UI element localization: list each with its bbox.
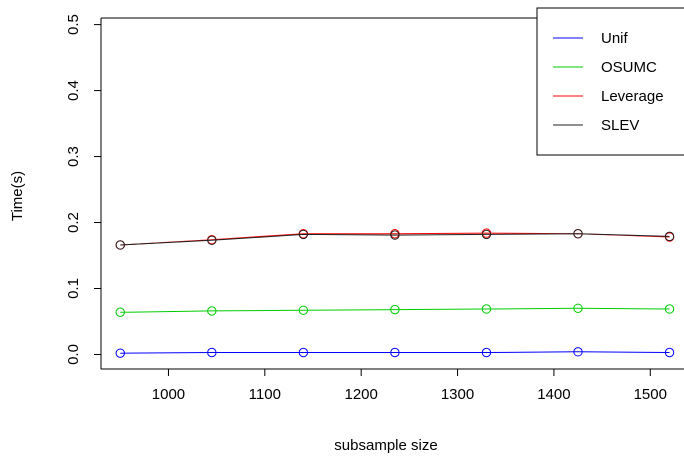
data-point-slev — [573, 229, 583, 239]
x-tick-label: 1200 — [344, 386, 377, 403]
y-tick-label: 0.5 — [65, 14, 82, 35]
data-point-osumc — [115, 307, 125, 317]
data-point-unif — [390, 347, 400, 358]
series-line-unif — [120, 351, 670, 354]
data-point-slev — [115, 240, 125, 250]
data-point-unif — [207, 347, 217, 358]
y-tick-label: 0.1 — [65, 278, 82, 299]
data-point-osumc — [390, 304, 400, 315]
legend-box — [536, 7, 684, 156]
data-point-osumc — [298, 305, 309, 315]
y-axis-title: Time(s) — [9, 171, 26, 221]
data-point-unif — [115, 348, 125, 358]
legend-label-osumc: OSUMC — [601, 59, 657, 76]
legend-label-unif: Unif — [601, 30, 629, 47]
legend: Unif OSUMC Leverage SLEV — [536, 7, 684, 156]
y-tick-label: 0.3 — [65, 146, 82, 167]
x-tick-label: 1500 — [634, 386, 667, 403]
data-point-unif — [298, 347, 309, 358]
series-line-slev — [120, 233, 670, 246]
data-point-slev — [207, 235, 217, 246]
y-tick-label: 0.0 — [65, 344, 82, 365]
y-tick-label: 0.2 — [65, 212, 82, 233]
data-point-unif — [664, 347, 675, 358]
data-point-osumc — [573, 303, 583, 314]
data-point-unif — [481, 347, 492, 358]
data-point-osumc — [664, 304, 675, 314]
legend-label-leverage: Leverage — [601, 88, 664, 105]
data-point-unif — [573, 347, 583, 357]
x-tick-label: 1400 — [537, 386, 570, 403]
series-group — [115, 228, 675, 358]
legend-label-slev: SLEV — [601, 117, 639, 134]
x-axis-title: subsample size — [334, 437, 437, 454]
x-tick-label: 1000 — [152, 386, 185, 403]
data-point-slev — [481, 229, 492, 240]
data-point-slev — [664, 231, 675, 242]
series-line-osumc — [120, 307, 670, 313]
data-point-osumc — [207, 306, 217, 316]
y-tick-label: 0.4 — [65, 80, 82, 101]
data-point-slev — [298, 229, 309, 240]
data-point-osumc — [481, 304, 492, 314]
x-tick-label: 1300 — [441, 386, 474, 403]
axes: 0.0 0.1 0.2 0.3 0.4 0.5 1000 1100 1200 1300 1400 15… — [65, 14, 684, 403]
x-tick-label: 1100 — [249, 386, 281, 403]
data-point-slev — [390, 230, 400, 240]
